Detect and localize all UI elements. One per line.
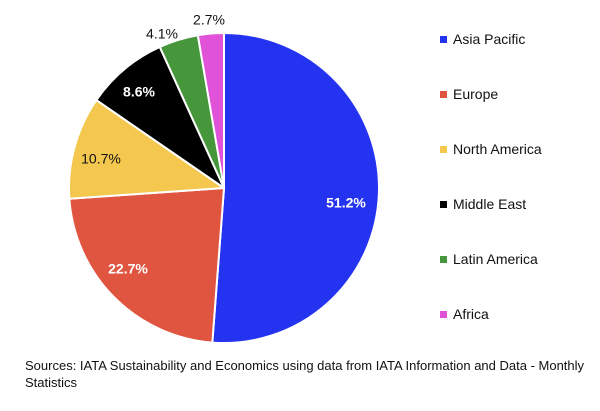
legend-item-north-america: North America	[440, 141, 542, 157]
legend-item-middle-east: Middle East	[440, 196, 526, 212]
legend-item-africa: Africa	[440, 306, 489, 322]
pie-label-north-america: 10.7%	[81, 151, 121, 167]
pie-chart: 51.2% 22.7% 10.7% 8.6% 4.1% 2.7%	[68, 12, 380, 344]
pie-label-middle-east: 8.6%	[123, 84, 155, 100]
source-note: Sources: IATA Sustainability and Economi…	[25, 358, 585, 390]
legend-swatch	[440, 200, 447, 208]
pie-slices	[68, 32, 380, 344]
legend-swatch	[440, 310, 447, 318]
pie-slice-africa	[196, 32, 225, 189]
legend-swatch	[440, 35, 447, 43]
legend-swatch	[440, 90, 447, 98]
legend-item-asia-pacific: Asia Pacific	[440, 31, 525, 47]
pie-slice-asia-pacific	[211, 32, 380, 344]
legend-swatch	[440, 255, 447, 263]
legend-label: Europe	[453, 86, 499, 102]
pie-slice-middle-east	[95, 45, 225, 189]
legend-item-europe: Europe	[440, 86, 498, 102]
pie-label-latin-america: 4.1%	[146, 26, 178, 42]
legend-label: Middle East	[453, 196, 527, 212]
legend-item-latin-america: Latin America	[440, 251, 538, 267]
pie-slice-europe	[68, 187, 225, 344]
legend-label: Asia Pacific	[453, 31, 526, 47]
pie-label-asia-pacific: 51.2%	[326, 195, 366, 211]
legend-swatch	[440, 145, 447, 153]
pie-label-africa: 2.7%	[193, 12, 225, 28]
pie-label-europe: 22.7%	[108, 261, 148, 277]
pie-labels: 51.2% 22.7% 10.7% 8.6% 4.1% 2.7%	[81, 12, 366, 277]
legend-label: North America	[453, 141, 542, 157]
legend-label: Africa	[453, 306, 489, 322]
pie-slice-north-america	[68, 99, 225, 200]
legend-label: Latin America	[453, 251, 538, 267]
